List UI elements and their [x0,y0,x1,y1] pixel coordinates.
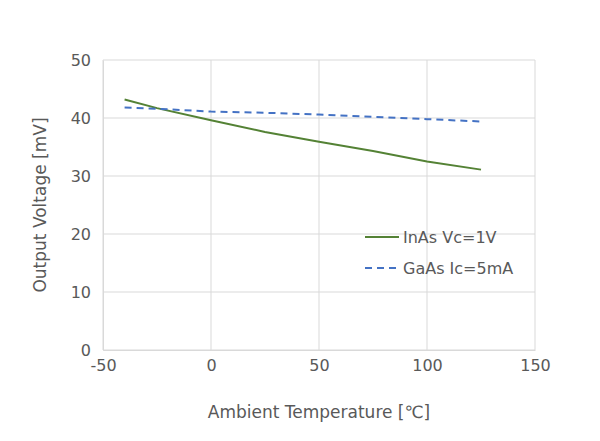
legend-swatch [365,267,399,269]
x-grid-line [211,60,212,350]
y-axis: 0 10 20 30 40 50 [71,51,104,360]
series-line [125,99,481,169]
y-tick-label: 20 [71,225,91,244]
x-tick: 0 [206,350,216,375]
x-axis: -50 0 50 100 150 [90,350,550,375]
legend-label: GaAs Ic=5mA [403,259,513,278]
x-axis-line [104,350,536,351]
x-tick-label: 100 [412,356,443,375]
legend-label: InAs Vc=1V [403,228,497,247]
x-grid-line [319,60,320,350]
x-axis-title: Ambient Temperature [℃] [208,402,430,422]
x-tick-label: 50 [309,356,329,375]
y-tick: 10 [71,283,103,302]
grid [103,60,535,350]
y-tick-label: 30 [71,167,91,186]
plot-area [125,99,481,169]
y-tick-label: 50 [71,51,91,70]
x-grid-line [427,60,428,350]
y-tick: 20 [71,225,103,244]
legend: InAs Vc=1V GaAs Ic=5mA [365,228,513,278]
series-line [125,108,481,122]
y-tick: 0 [81,341,103,360]
x-tick: 50 [309,350,329,375]
y-tick: 40 [71,109,103,128]
x-tick: -50 [90,350,116,375]
x-tick: 100 [412,350,443,375]
y-tick: 50 [71,51,103,70]
y-axis-line [103,61,104,351]
x-tick-label: 150 [520,356,551,375]
legend-swatch [365,236,399,238]
x-tick-label: 0 [206,356,216,375]
y-tick-label: 0 [81,341,91,360]
x-tick: 150 [520,350,551,375]
x-grid-line [535,60,536,350]
y-tick-label: 40 [71,109,91,128]
x-grid-line [103,60,104,350]
y-tick: 30 [71,167,103,186]
chart: -5005010015001020304050Ambient Temperatu… [0,0,600,441]
y-axis-title: Output Voltage [mV] [30,117,50,292]
y-tick-label: 10 [71,283,91,302]
x-tick-label: -50 [90,356,116,375]
